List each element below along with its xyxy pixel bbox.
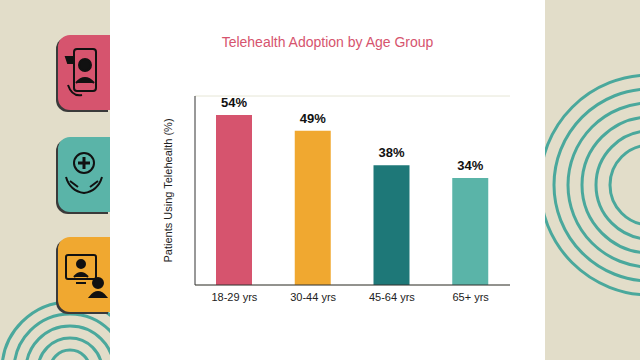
svg-text:54%: 54%	[221, 95, 247, 110]
svg-text:30-44 yrs: 30-44 yrs	[290, 291, 336, 303]
html-text:Telehealth Adoption by Age Gro: Telehealth Adoption by Age Group	[221, 34, 434, 50]
svg-text:45-64 yrs: 45-64 yrs	[369, 291, 415, 303]
svg-text:49%: 49%	[300, 111, 326, 126]
svg-text:38%: 38%	[378, 145, 404, 160]
svg-text:Patients Using Telehealth (%): Patients Using Telehealth (%)	[162, 118, 174, 262]
svg-text:34%: 34%	[457, 158, 483, 173]
svg-text:65+ yrs: 65+ yrs	[452, 291, 489, 303]
svg-text:18-29 yrs: 18-29 yrs	[211, 291, 257, 303]
